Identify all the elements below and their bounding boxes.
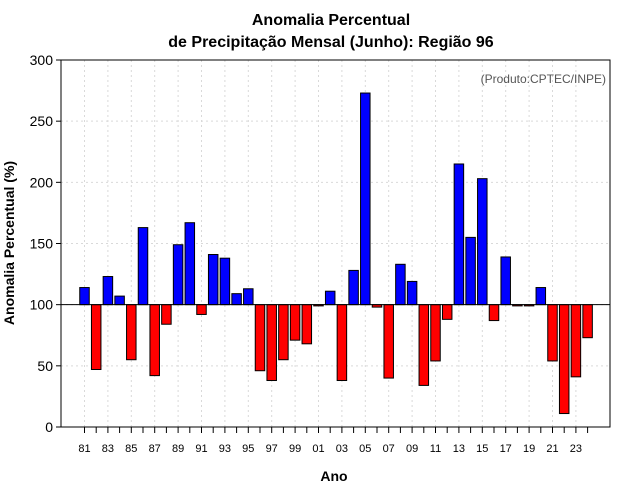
x-axis-title: Ano: [320, 468, 347, 484]
credit-label: (Produto:CPTEC/INPE): [481, 72, 606, 86]
bar-2003: [336, 304, 348, 382]
bar-2009: [406, 280, 418, 306]
bar-1989: [172, 244, 184, 306]
bar-1997: [266, 304, 277, 382]
bar-2017: [500, 256, 511, 306]
bar-1983: [102, 276, 114, 306]
bar-1995: [243, 288, 254, 306]
bar-2016: [488, 304, 500, 322]
bar-1987: [149, 304, 160, 377]
y-tick-label: 100: [30, 297, 54, 313]
bar-2021: [547, 304, 558, 362]
bar-2015: [477, 178, 488, 306]
y-tick-label: 200: [30, 174, 54, 190]
bar-1999: [289, 304, 301, 341]
x-tick-label: 83: [102, 443, 114, 455]
x-tick-label: 85: [125, 443, 137, 455]
x-tick-label: 89: [172, 443, 184, 455]
chart-title-line2: de Precipitação Mensal (Junho): Região 9…: [168, 34, 494, 51]
x-tick-label: 01: [312, 443, 324, 455]
bar-2005: [360, 92, 371, 306]
x-tick-label: 09: [406, 443, 418, 455]
y-tick-label: 50: [37, 358, 53, 374]
bar-2012: [441, 304, 453, 320]
x-tick-label: 91: [195, 443, 207, 455]
x-tick-label: 93: [219, 443, 231, 455]
x-tick-label: 03: [336, 443, 348, 455]
bar-1994: [231, 293, 242, 306]
y-tick-label: 250: [30, 113, 54, 129]
bar-1990: [184, 222, 196, 306]
bar-1993: [219, 257, 231, 306]
bar-2000: [301, 304, 313, 345]
bars-group: [79, 92, 593, 415]
bar-1984: [114, 295, 125, 306]
x-tick-label: 81: [78, 443, 90, 455]
bar-2010: [418, 304, 430, 386]
bar-2002: [324, 290, 336, 306]
bar-2024: [582, 304, 593, 339]
x-tick-label: 07: [383, 443, 395, 455]
x-tick-label: 21: [546, 443, 558, 455]
bar-1998: [278, 304, 289, 361]
bar-2004: [348, 269, 359, 306]
bar-2007: [383, 304, 394, 379]
y-axis-title: Anomalia Percentual (%): [1, 161, 17, 325]
bar-1986: [137, 227, 149, 306]
bar-1991: [196, 304, 207, 315]
bar-2011: [430, 304, 441, 362]
x-tick-label: 19: [523, 443, 535, 455]
bar-2020: [535, 287, 547, 306]
y-tick-label: 300: [30, 52, 54, 68]
bar-2023: [570, 304, 582, 378]
x-tick-label: 97: [266, 443, 278, 455]
bar-2014: [465, 236, 476, 306]
bar-1982: [90, 304, 102, 371]
y-tick-label: 0: [45, 419, 53, 435]
x-tick-label: 13: [453, 443, 465, 455]
bar-2008: [395, 263, 406, 306]
bar-2013: [453, 163, 465, 306]
x-tick-label: 17: [500, 443, 512, 455]
x-tick-label: 11: [430, 443, 441, 455]
x-tick-label: 87: [149, 443, 161, 455]
x-tick-label: 23: [570, 443, 582, 455]
x-tick-label: 05: [359, 443, 371, 455]
x-tick-label: 15: [476, 443, 488, 455]
x-tick-label: 99: [289, 443, 301, 455]
bar-2022: [558, 304, 570, 415]
chart-title-line1: Anomalia Percentual: [252, 12, 410, 29]
bar-1988: [161, 304, 172, 325]
x-tick-label: 95: [242, 443, 254, 455]
y-tick-label: 150: [30, 236, 54, 252]
bar-1985: [126, 304, 137, 361]
bar-1992: [207, 254, 219, 306]
bar-1981: [79, 287, 90, 306]
bar-1996: [254, 304, 266, 372]
